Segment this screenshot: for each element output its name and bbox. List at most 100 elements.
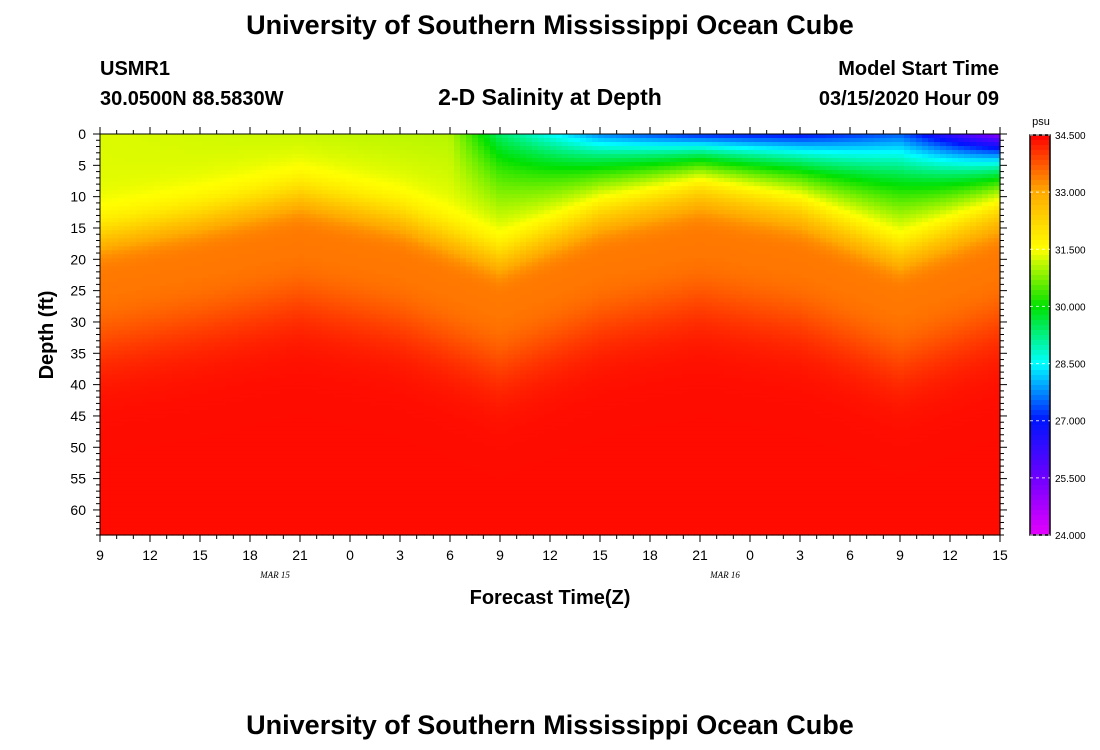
heatmap-cell (130, 426, 137, 432)
heatmap-cell (220, 138, 227, 143)
heatmap-cell (250, 314, 257, 320)
heatmap-cell (142, 426, 149, 432)
heatmap-cell (358, 482, 365, 488)
heatmap-cell (196, 522, 203, 528)
heatmap-cell (274, 422, 281, 428)
heatmap-cell (340, 346, 347, 352)
heatmap-cell (286, 490, 293, 496)
heatmap-cell (160, 518, 167, 524)
heatmap-cell (130, 490, 137, 496)
heatmap-cell (112, 134, 119, 139)
heatmap-cell (244, 506, 251, 512)
heatmap-cell (322, 150, 329, 155)
heatmap-cell (232, 506, 239, 512)
heatmap-cell (190, 246, 197, 251)
heatmap-cell (100, 474, 107, 480)
heatmap-cell (208, 470, 215, 476)
heatmap-cell (148, 406, 155, 412)
heatmap-cell (280, 526, 287, 532)
heatmap-cell (340, 482, 347, 488)
heatmap-cell (148, 170, 155, 175)
heatmap-cell (136, 318, 143, 324)
heatmap-cell (130, 358, 137, 364)
heatmap-cell (286, 162, 293, 167)
heatmap-cell (316, 470, 323, 476)
heatmap-cell (394, 418, 401, 424)
heatmap-cell (220, 158, 227, 163)
heatmap-cell (304, 322, 311, 328)
heatmap-cell (130, 450, 137, 456)
heatmap-cell (208, 242, 215, 247)
heatmap-cell (190, 238, 197, 243)
heatmap-cell (196, 306, 203, 312)
heatmap-cell (370, 342, 377, 348)
heatmap-cell (148, 342, 155, 348)
heatmap-cell (208, 302, 215, 308)
heatmap-cell (220, 370, 227, 376)
heatmap-cell (208, 278, 215, 283)
heatmap-cell (292, 322, 299, 328)
heatmap-cell (292, 150, 299, 155)
heatmap-cell (136, 210, 143, 215)
heatmap-cell (184, 426, 191, 432)
heatmap-cell (178, 234, 185, 239)
heatmap-cell (154, 170, 161, 175)
heatmap-cell (256, 134, 263, 139)
heatmap-cell (328, 222, 335, 227)
heatmap-cell (238, 522, 245, 528)
heatmap-cell (358, 518, 365, 524)
heatmap-cell (370, 362, 377, 368)
heatmap-cell (262, 398, 269, 404)
heatmap-cell (262, 150, 269, 155)
heatmap-cell (130, 310, 137, 316)
heatmap-cell (196, 158, 203, 163)
heatmap-cell (124, 514, 131, 520)
heatmap-cell (154, 242, 161, 247)
heatmap-cell (298, 150, 305, 155)
heatmap-cell (148, 282, 155, 287)
heatmap-cell (304, 310, 311, 316)
heatmap-cell (298, 182, 305, 187)
heatmap-cell (220, 414, 227, 420)
heatmap-cell (160, 258, 167, 263)
heatmap-cell (250, 266, 257, 271)
heatmap-cell (142, 526, 149, 532)
heatmap-cell (304, 346, 311, 352)
heatmap-cell (208, 494, 215, 500)
heatmap-cell (328, 198, 335, 203)
heatmap-cell (190, 186, 197, 191)
heatmap-cell (172, 362, 179, 368)
heatmap-cell (280, 222, 287, 227)
heatmap-cell (220, 334, 227, 340)
heatmap-cell (124, 394, 131, 400)
heatmap-cell (190, 482, 197, 488)
heatmap-cell (112, 210, 119, 215)
heatmap-cell (322, 370, 329, 376)
heatmap-cell (118, 294, 125, 300)
heatmap-cell (220, 378, 227, 384)
heatmap-cell (196, 138, 203, 143)
heatmap-cell (328, 354, 335, 360)
heatmap-cell (106, 294, 113, 300)
heatmap-cell (130, 182, 137, 187)
heatmap-cell (256, 202, 263, 207)
heatmap-cell (112, 282, 119, 287)
heatmap-cell (106, 158, 113, 163)
heatmap-cell (232, 310, 239, 316)
heatmap-cell (310, 522, 317, 528)
heatmap-cell (244, 346, 251, 352)
heatmap-cell (286, 150, 293, 155)
heatmap-cell (358, 174, 365, 179)
heatmap-cell (154, 530, 161, 536)
heatmap-cell (388, 190, 395, 195)
heatmap-cell (232, 450, 239, 456)
heatmap-cell (184, 146, 191, 151)
heatmap-cell (292, 474, 299, 480)
heatmap-cell (124, 274, 131, 279)
heatmap-cell (220, 174, 227, 179)
heatmap-cell (388, 242, 395, 247)
heatmap-cell (262, 486, 269, 492)
heatmap-cell (364, 178, 371, 183)
heatmap-cell (382, 482, 389, 488)
heatmap-cell (388, 234, 395, 239)
